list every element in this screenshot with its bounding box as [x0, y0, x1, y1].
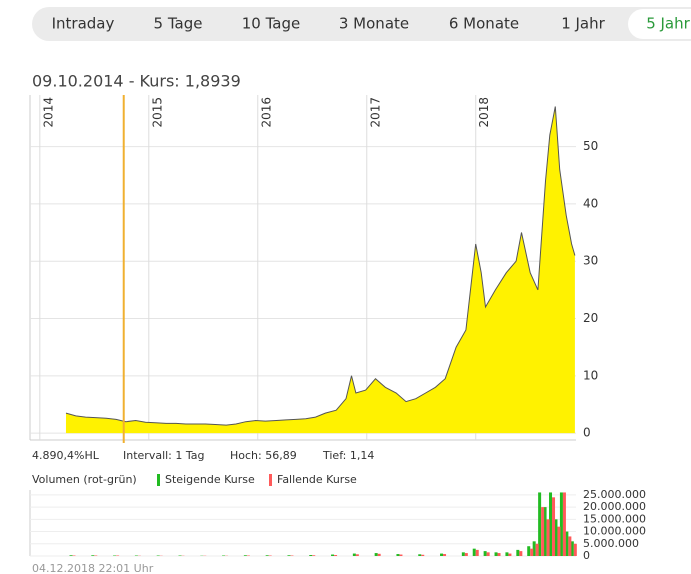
volume-bar	[440, 553, 444, 556]
tab-bar	[32, 7, 691, 41]
volume-bar	[396, 554, 400, 556]
y-tick-label: 40	[583, 196, 598, 210]
tab[interactable]: 5 Tage	[154, 15, 203, 33]
volume-bar	[377, 553, 381, 556]
volume-bar	[559, 492, 563, 556]
legend-swatch	[157, 474, 160, 486]
volume-bar	[243, 555, 247, 556]
volume-bar	[475, 549, 479, 556]
tab-active-bg	[628, 9, 691, 39]
timestamp: 04.12.2018 22:01 Uhr	[32, 562, 154, 574]
legend-swatch	[269, 474, 272, 486]
volume-bar	[538, 492, 542, 556]
volume-bar	[69, 555, 73, 556]
volume-bar	[91, 555, 95, 556]
volume-bar	[287, 555, 291, 556]
y-tick-label: 0	[583, 549, 590, 562]
stat: Tief: 1,14	[322, 449, 374, 462]
volume-bar	[399, 554, 403, 556]
volume-bar	[309, 555, 313, 556]
volume-bar	[516, 549, 520, 556]
volume-bar	[312, 555, 316, 556]
volume-bar	[418, 554, 422, 556]
volume-bar	[443, 554, 447, 556]
y-tick-label: 30	[583, 254, 598, 268]
volume-bar	[331, 554, 335, 556]
volume-bar	[472, 548, 476, 556]
volume-bar	[535, 543, 539, 556]
volume-bar	[562, 492, 566, 556]
x-tick-label: 2017	[368, 97, 382, 128]
tab[interactable]: 1 Jahr	[561, 15, 605, 33]
volume-bar	[497, 553, 501, 556]
tab[interactable]: 6 Monate	[449, 15, 519, 33]
y-tick-label: 10.000.000	[583, 525, 646, 538]
y-tick-label: 20.000.000	[583, 500, 646, 513]
tab[interactable]: 5 Jahr	[646, 15, 690, 33]
volume-bar	[543, 507, 547, 556]
volume-bar	[421, 554, 425, 556]
header: 09.10.2014 - Kurs: 1,8939	[32, 72, 241, 91]
volume-bar	[532, 541, 536, 556]
legend-label: Steigende Kurse	[165, 473, 255, 486]
volume-bar	[483, 551, 487, 556]
volume-bar	[552, 497, 556, 556]
volume-bar	[557, 526, 561, 556]
y-tick-label: 25.000.000	[583, 488, 646, 501]
volume-bar	[546, 519, 550, 556]
tab[interactable]: 3 Monate	[339, 15, 409, 33]
volume-bar	[355, 554, 359, 556]
volume-bar	[461, 552, 465, 556]
price-area	[65, 106, 575, 434]
volume-bar	[519, 551, 523, 556]
volume-bar	[505, 552, 509, 556]
x-tick-label: 2018	[477, 97, 491, 128]
y-tick-label: 15.000.000	[583, 512, 646, 525]
y-tick-label: 5.000.000	[583, 537, 639, 550]
volume-bar	[494, 552, 498, 556]
volume-bar	[334, 555, 338, 556]
volume-bar	[527, 546, 531, 556]
tab[interactable]: 10 Tage	[242, 15, 300, 33]
volume-bar	[464, 553, 468, 556]
y-tick-label: 0	[583, 426, 591, 440]
y-tick-label: 10	[583, 368, 598, 382]
volume-title: Volumen (rot-grün)	[32, 473, 137, 486]
volume-bar	[573, 543, 577, 556]
x-tick-label: 2014	[41, 97, 55, 128]
volume-bar	[352, 553, 356, 556]
volume-bar	[265, 555, 269, 556]
volume-bar	[508, 553, 512, 556]
volume-bar	[554, 519, 558, 556]
y-tick-label: 50	[583, 139, 598, 153]
volume-bar	[565, 531, 569, 556]
y-tick-label: 20	[583, 311, 598, 325]
legend-label: Fallende Kurse	[277, 473, 357, 486]
stat: 4.890,4%HL	[32, 449, 100, 462]
stat: Hoch: 56,89	[230, 449, 297, 462]
volume-bar	[530, 548, 534, 556]
volume-bar	[541, 507, 545, 556]
stat: Intervall: 1 Tag	[123, 449, 205, 462]
volume-bar	[568, 536, 572, 556]
volume-bar	[486, 552, 490, 556]
x-tick-label: 2015	[150, 97, 164, 128]
volume-bar	[570, 541, 574, 556]
x-tick-label: 2016	[259, 97, 273, 128]
volume-bar	[374, 553, 378, 556]
volume-bar	[549, 492, 553, 556]
tab[interactable]: Intraday	[52, 15, 115, 33]
price-line	[65, 106, 576, 426]
